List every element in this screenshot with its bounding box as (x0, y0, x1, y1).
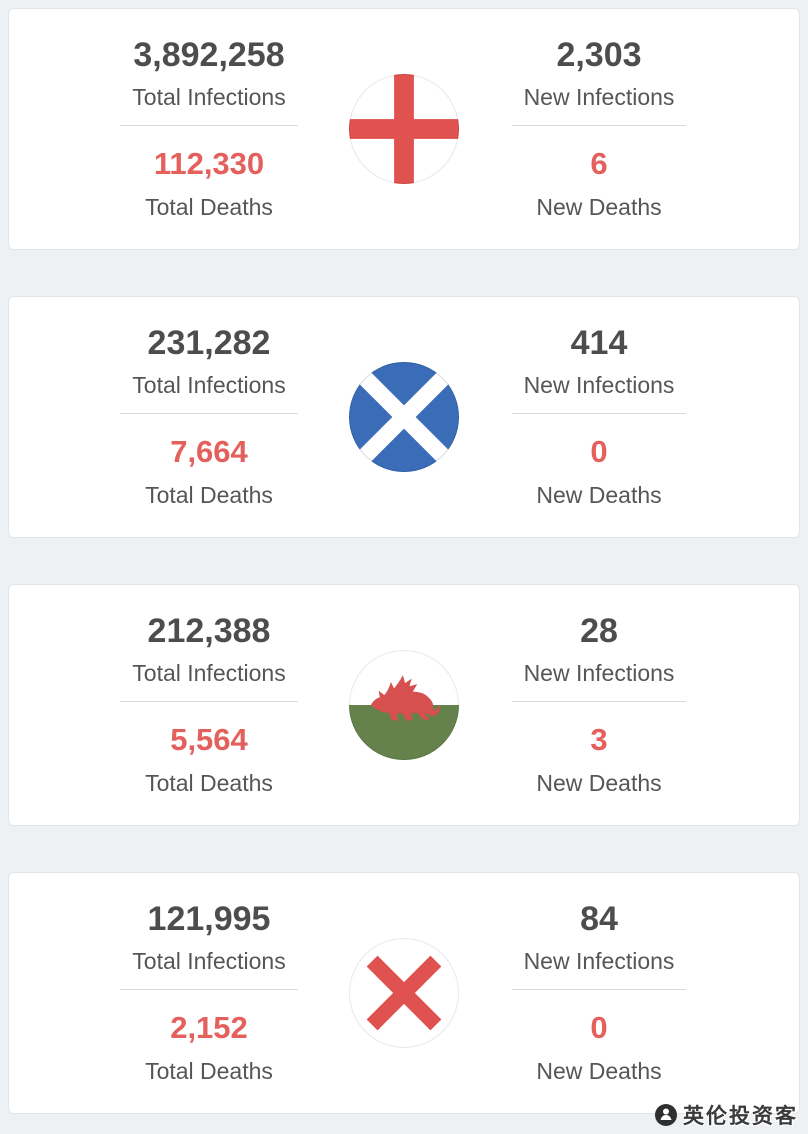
total-deaths-label: Total Deaths (145, 481, 273, 508)
totals-block: 212,388 Total Infections 5,564 Total Dea… (69, 614, 349, 796)
new-infections-value: 28 (580, 612, 618, 651)
new-infections-label: New Infections (511, 84, 687, 126)
watermark-text: 英伦投资客 (683, 1105, 798, 1128)
totals-block: 231,282 Total Infections 7,664 Total Dea… (69, 326, 349, 508)
stats-card-england: 3,892,258 Total Infections 112,330 Total… (8, 8, 800, 250)
total-infections-value: 212,388 (147, 612, 271, 651)
new-deaths-value: 6 (590, 145, 608, 181)
new-infections-value: 414 (570, 324, 628, 363)
new-deaths-label: New Deaths (536, 193, 662, 220)
new-deaths-label: New Deaths (536, 481, 662, 508)
new-infections-label: New Infections (511, 660, 687, 702)
stats-card-scotland: 231,282 Total Infections 7,664 Total Dea… (8, 296, 800, 538)
wales-flag-icon (349, 650, 459, 760)
new-infections-value: 2,303 (556, 36, 642, 75)
new-block: 28 New Infections 3 New Deaths (459, 614, 739, 796)
new-deaths-value: 0 (590, 433, 608, 469)
total-deaths-value: 112,330 (153, 145, 265, 181)
new-infections-label: New Infections (511, 372, 687, 414)
england-flag-icon (349, 74, 459, 184)
new-block: 2,303 New Infections 6 New Deaths (459, 38, 739, 220)
stats-card-wales: 212,388 Total Infections 5,564 Total Dea… (8, 584, 800, 826)
new-block: 84 New Infections 0 New Deaths (459, 902, 739, 1084)
total-infections-value: 121,995 (147, 900, 271, 939)
new-deaths-label: New Deaths (536, 1057, 662, 1084)
total-deaths-value: 2,152 (170, 1009, 248, 1045)
new-deaths-label: New Deaths (536, 769, 662, 796)
total-infections-label: Total Infections (120, 372, 298, 414)
new-deaths-value: 3 (590, 721, 608, 757)
total-deaths-value: 7,664 (170, 433, 248, 469)
total-infections-label: Total Infections (120, 948, 298, 990)
total-deaths-label: Total Deaths (145, 193, 273, 220)
new-block: 414 New Infections 0 New Deaths (459, 326, 739, 508)
totals-block: 121,995 Total Infections 2,152 Total Dea… (69, 902, 349, 1084)
total-infections-label: Total Infections (120, 660, 298, 702)
total-deaths-label: Total Deaths (145, 1057, 273, 1084)
new-deaths-value: 0 (590, 1009, 608, 1045)
watermark-logo-icon (654, 1103, 678, 1127)
watermark: 英伦投资客 (654, 1100, 798, 1130)
total-infections-value: 231,282 (147, 324, 271, 363)
total-infections-value: 3,892,258 (133, 36, 285, 75)
scotland-flag-icon (349, 362, 459, 472)
total-deaths-value: 5,564 (170, 721, 248, 757)
northern-ireland-flag-icon (349, 938, 459, 1048)
total-deaths-label: Total Deaths (145, 769, 273, 796)
new-infections-label: New Infections (511, 948, 687, 990)
totals-block: 3,892,258 Total Infections 112,330 Total… (69, 38, 349, 220)
total-infections-label: Total Infections (120, 84, 298, 126)
stats-card-northern-ireland: 121,995 Total Infections 2,152 Total Dea… (8, 872, 800, 1114)
new-infections-value: 84 (580, 900, 618, 939)
